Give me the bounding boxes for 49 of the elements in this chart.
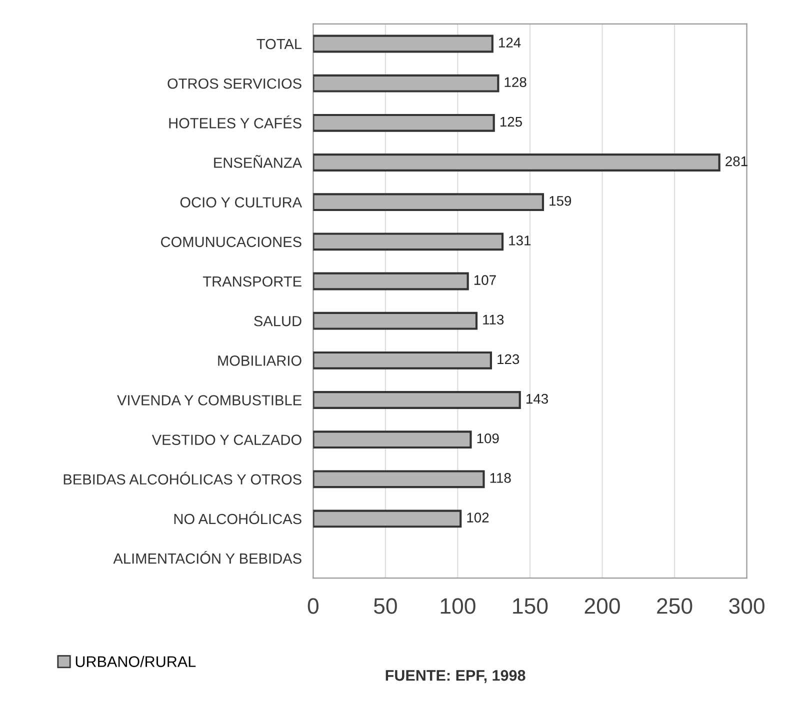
data-label: 102 xyxy=(467,512,489,522)
bar xyxy=(313,510,462,528)
x-tick-label: 200 xyxy=(584,598,620,614)
y-tick-label: COMUNUCACIONES xyxy=(161,236,302,248)
y-tick-label: OTROS SERVICIOS xyxy=(168,78,302,89)
data-label: 109 xyxy=(477,433,499,444)
data-label: 131 xyxy=(509,236,531,246)
x-tick-label: 150 xyxy=(513,598,548,614)
data-label: 128 xyxy=(504,77,526,88)
x-tick-label: 50 xyxy=(374,598,397,614)
bar xyxy=(313,232,504,251)
y-tick-label: ENSEÑANZA xyxy=(214,154,302,168)
bar xyxy=(313,430,472,449)
bar xyxy=(313,74,500,92)
x-tick-label: 100 xyxy=(440,598,476,614)
bar xyxy=(313,34,494,53)
y-tick-label: OCIO Y CULTURA xyxy=(180,197,302,208)
data-label: 107 xyxy=(474,275,496,285)
data-label: 123 xyxy=(498,354,520,364)
y-tick-label: VESTIDO Y CALZADO xyxy=(152,434,302,445)
source-note: FUENTE: EPF, 1998 xyxy=(386,670,526,684)
bar xyxy=(313,470,485,488)
y-tick-label: BEBIDAS ALCOHÓLICAS Y OTROS xyxy=(64,472,302,485)
data-label: 159 xyxy=(550,196,572,206)
y-tick-label: MOBILIARIO xyxy=(218,356,302,366)
y-tick-label: TOTAL xyxy=(256,38,302,50)
bar xyxy=(313,312,478,330)
data-label: 125 xyxy=(500,116,522,127)
bar xyxy=(313,114,495,132)
data-label: 118 xyxy=(490,473,511,483)
y-tick-label: ALIMENTACIÓN Y BEBIDAS xyxy=(113,550,302,564)
y-tick-label: SALUD xyxy=(254,316,302,326)
data-label: 143 xyxy=(526,394,548,404)
bar xyxy=(313,154,720,172)
y-tick-label: VIVENDA Y COMBUSTIBLE xyxy=(117,395,302,406)
bar xyxy=(313,391,521,409)
data-label: 124 xyxy=(499,38,521,48)
y-tick-label: HOTELES Y CAFÉS xyxy=(169,116,302,128)
bar xyxy=(313,193,544,212)
y-tick-label: TRANSPORTE xyxy=(202,276,302,287)
x-tick-label: 300 xyxy=(729,598,764,614)
x-tick-label: 250 xyxy=(657,598,692,614)
bar xyxy=(313,272,469,290)
y-tick-label: NO ALCOHÓLICAS xyxy=(174,511,302,524)
data-label: 113 xyxy=(483,314,504,325)
bar xyxy=(313,351,492,370)
x-tick-label: 0 xyxy=(308,598,318,614)
legend-label: URBANO/RURAL xyxy=(76,656,196,668)
data-label: 281 xyxy=(726,156,748,166)
